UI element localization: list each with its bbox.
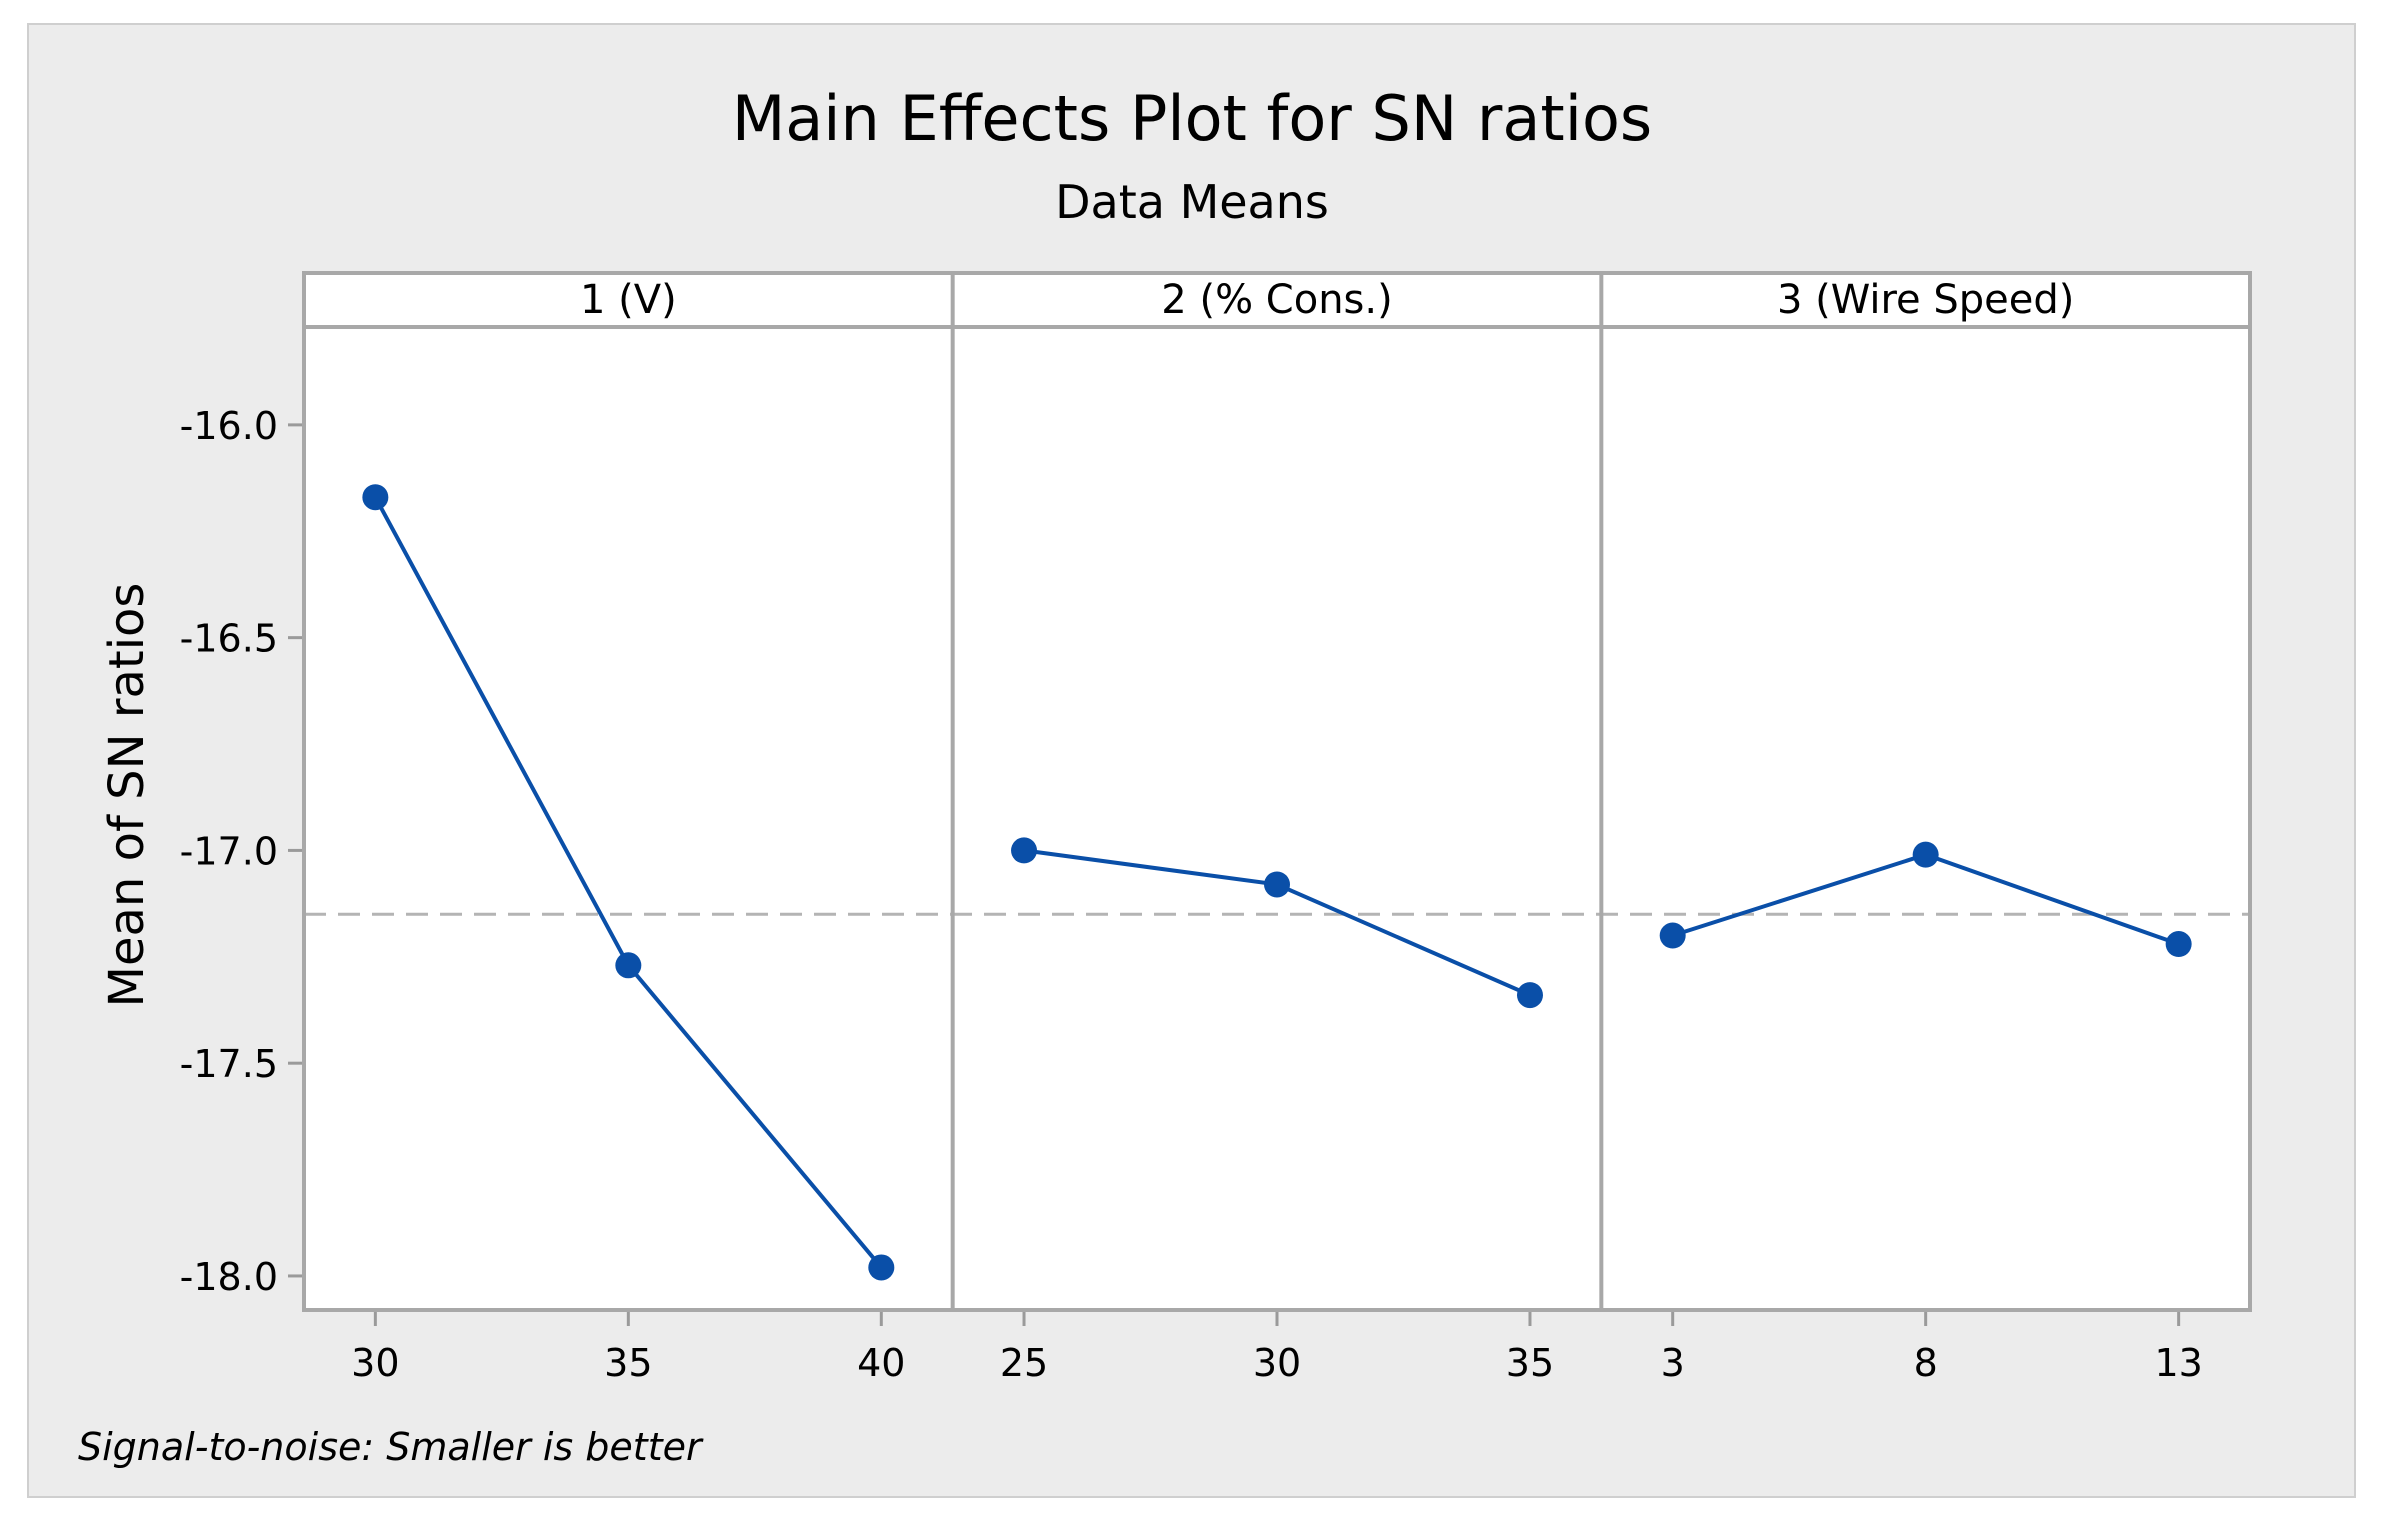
data-point [1659, 922, 1686, 949]
x-tick-label: 35 [604, 1341, 652, 1385]
panel-header-label: 3 (Wire Speed) [1777, 277, 2074, 323]
plot-area: -16.0 -16.5 -17.0 -17.5 -18.0 1 (V) 30 35 40 2 (%… [180, 271, 2252, 1385]
plot-border [302, 271, 2252, 1312]
data-point [2165, 931, 2192, 958]
y-tick-label: -17.0 [180, 829, 278, 873]
x-tick-label: 13 [2154, 1341, 2202, 1385]
y-tick-label: -17.5 [180, 1042, 278, 1086]
footnote: Signal-to-noise: Smaller is better [78, 1425, 704, 1469]
data-point [1264, 871, 1290, 898]
y-tick-label: -16.5 [180, 617, 278, 661]
chart-title: Main Effects Plot for SN ratios [732, 82, 1652, 155]
x-tick-label: 25 [1000, 1341, 1048, 1385]
x-tick-label: 30 [1253, 1341, 1301, 1385]
y-tick-label: -18.0 [180, 1255, 278, 1299]
x-tick-label: 40 [857, 1341, 905, 1385]
data-point [1516, 982, 1543, 1009]
chart-subtitle: Data Means [1055, 175, 1329, 229]
y-tick-label: -16.0 [180, 404, 278, 448]
data-point [1011, 837, 1038, 864]
data-point [362, 484, 389, 511]
panel-header-label: 1 (V) [580, 277, 677, 323]
x-tick-label: 3 [1661, 1341, 1685, 1385]
x-tick-label: 30 [351, 1341, 399, 1385]
x-tick-label: 35 [1506, 1341, 1554, 1385]
data-point [1912, 841, 1939, 868]
y-axis-label: Mean of SN ratios [99, 583, 155, 1008]
plot-background [304, 273, 2250, 1310]
data-point [868, 1254, 895, 1281]
data-point [615, 952, 642, 979]
x-tick-label: 8 [1914, 1341, 1938, 1385]
panel-header-label: 2 (% Cons.) [1161, 277, 1392, 323]
